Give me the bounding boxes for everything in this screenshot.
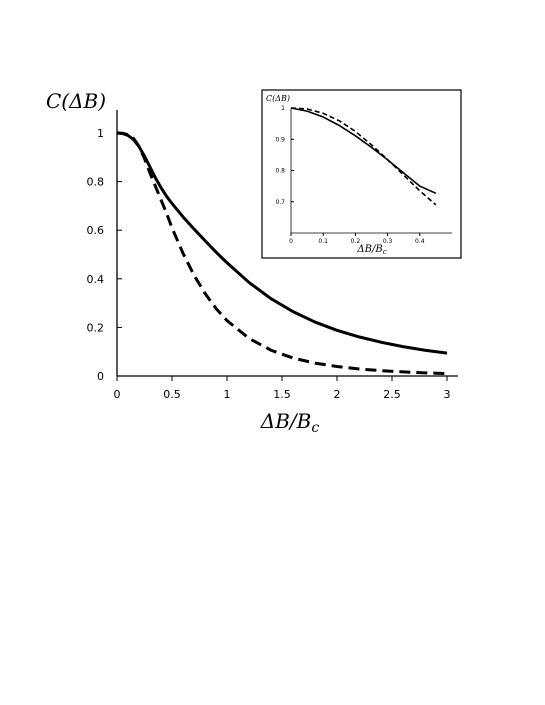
main-y-tick-label: 0.2 [87,321,105,334]
main-y-tick-label: 0.4 [87,273,105,286]
main-x-tick-label: 3 [444,388,451,401]
inset-y-axis-label: C(ΔB) [266,94,290,103]
inset-x-tick-label: 0.1 [318,238,328,245]
inset-series-solid-line [290,107,437,195]
main-y-tick-label: 0.8 [87,176,105,189]
main-y-tick-label: 1 [97,127,104,140]
main-x-tick-label: 1 [224,388,231,401]
main-x-axis-label: ΔB/Bc [260,409,320,436]
main-series-group [116,131,448,376]
inset-x-tick-label: 0.3 [383,238,393,245]
inset-series-group [290,107,437,206]
main-x-tick-label: 2 [334,388,341,401]
main-x-tick-label: 0 [114,388,121,401]
inset-y-ticks: 0.7 0.8 0.9 1 [275,105,294,206]
inset-x-ticks: 0 0.1 0.2 0.3 0.4 [289,233,425,245]
inset-x-tick-label: 0 [289,238,293,245]
inset-x-tick-label: 0.2 [351,238,361,245]
main-x-tick-label: 2.5 [383,388,401,401]
main-y-tick-label: 0.6 [87,224,105,237]
inset-frame [261,89,462,259]
main-series-dashed-line [116,131,448,376]
main-y-tick-label: 0 [97,370,104,383]
main-y-axis-label: C(ΔB) [46,89,106,113]
main-x-ticks: 0 0.5 1 1.5 2 2.5 3 [114,376,451,401]
main-series-solid-line [116,131,448,355]
inset-y-tick-label: 0.7 [275,199,285,206]
inset-y-tick-label: 1 [281,105,285,112]
inset-x-tick-label: 0.4 [415,238,425,245]
inset-x-axis-label: ΔB/Bc [356,244,386,256]
inset-y-tick-label: 0.9 [275,136,285,143]
main-x-tick-label: 0.5 [163,388,181,401]
main-chart: 0 0.5 1 1.5 2 2.5 3 0 0.2 0.4 0.6 0.8 1 ΔB/Bc C(ΔB) [46,89,458,436]
main-y-ticks: 0 0.2 0.4 0.6 0.8 1 [87,127,122,383]
inset-series-dashed-line [290,107,437,206]
main-x-tick-label: 1.5 [273,388,291,401]
inset-y-tick-label: 0.8 [275,168,285,175]
inset-chart: 0 0.1 0.2 0.3 0.4 0.7 0.8 0.9 1 ΔB/Bc C(ΔB) [261,89,462,259]
